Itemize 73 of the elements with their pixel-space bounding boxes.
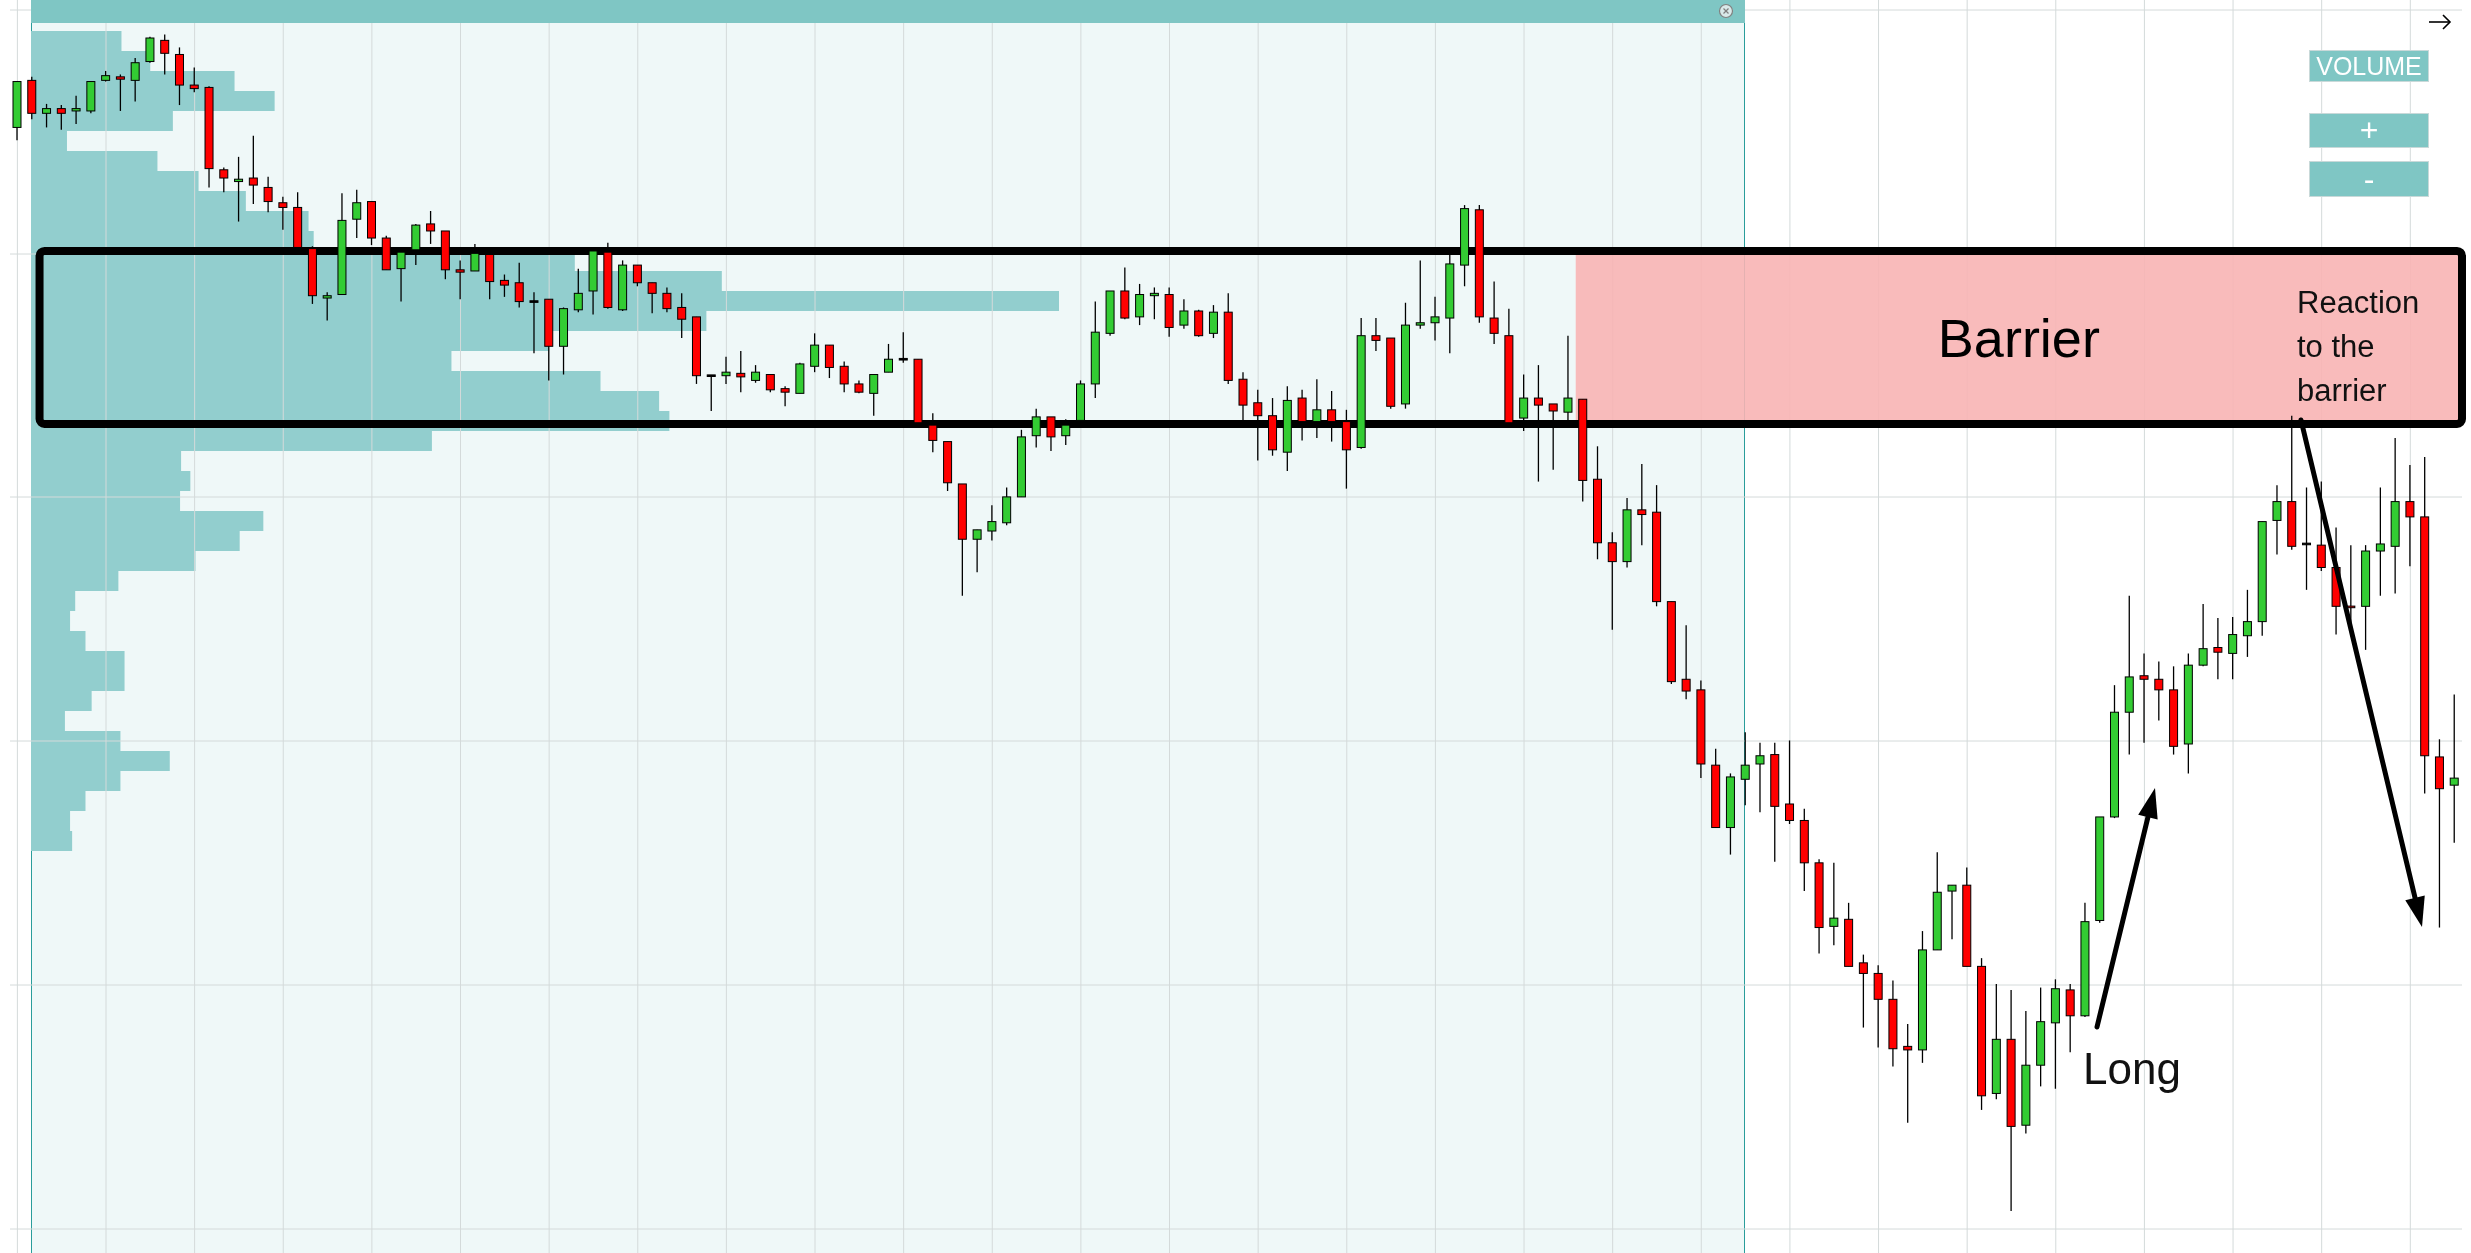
- candlestick: [278, 196, 288, 231]
- candlestick: [1637, 463, 1647, 546]
- volume-button: VOLUME: [2309, 50, 2429, 82]
- candlestick: [1903, 1023, 1913, 1124]
- candlestick: [780, 385, 790, 407]
- candlestick: [2449, 693, 2459, 844]
- candlestick: [1947, 884, 1957, 940]
- candlestick: [2198, 603, 2208, 667]
- candlestick: [322, 291, 332, 322]
- candlestick: [234, 156, 244, 223]
- candlestick: [1415, 259, 1425, 330]
- candlestick: [115, 73, 125, 112]
- candlestick: [1371, 317, 1381, 352]
- candlestick: [662, 286, 672, 313]
- candlestick: [352, 189, 362, 239]
- candlestick: [1740, 731, 1750, 806]
- candlestick: [130, 57, 140, 103]
- candlestick: [869, 373, 879, 417]
- candlestick: [1430, 296, 1440, 342]
- candlestick: [248, 135, 258, 205]
- candlestick: [263, 176, 273, 213]
- candlestick: [1208, 304, 1218, 339]
- candlestick: [499, 273, 509, 298]
- candlestick: [1681, 624, 1691, 700]
- candlestick: [706, 374, 716, 412]
- candlestick: [2139, 652, 2149, 744]
- candlestick: [189, 66, 199, 93]
- candlestick: [810, 332, 820, 373]
- candlestick: [824, 344, 834, 379]
- candlestick: [839, 360, 849, 393]
- candlestick: [1135, 283, 1145, 326]
- plus-button: +: [2309, 113, 2429, 148]
- candlestick: [1829, 862, 1839, 946]
- candlestick: [987, 504, 997, 542]
- candlestick: [632, 264, 642, 287]
- candlestick: [2228, 616, 2238, 680]
- candlestick: [514, 262, 524, 309]
- candlestick: [2213, 617, 2223, 680]
- candlestick: [1149, 286, 1159, 320]
- annotation: Long: [2083, 1043, 2182, 1095]
- candlestick: [2316, 480, 2326, 572]
- minus-button: -: [2309, 161, 2429, 197]
- candlestick: [529, 291, 539, 354]
- candlestick: [1563, 335, 1573, 422]
- candlestick: [677, 292, 687, 339]
- annotation: Reaction to the barrier: [2297, 284, 2421, 410]
- candlestick: [160, 33, 170, 76]
- candlestick: [2405, 464, 2415, 567]
- candlestick: [736, 350, 746, 393]
- candlestick: [1785, 739, 1795, 825]
- candlestick: [426, 210, 436, 245]
- candlestick: [2375, 486, 2385, 597]
- candlestick: [883, 343, 893, 373]
- band-label: Barrier: [1937, 307, 2100, 368]
- candlestick: [42, 103, 52, 129]
- candlestick: [1858, 953, 1868, 1029]
- candlestick: [2154, 660, 2164, 722]
- candlestick: [1755, 742, 1765, 813]
- candlestick: [145, 36, 155, 64]
- candlestick: [1489, 280, 1499, 345]
- candlestick: [219, 166, 229, 193]
- candlestick: [721, 356, 731, 385]
- candlestick: [647, 282, 657, 314]
- candlestick: [898, 331, 908, 364]
- candlestick: [2272, 484, 2282, 556]
- candlestick: [2242, 589, 2252, 658]
- candlestick: [1179, 298, 1189, 330]
- candlestick: [573, 267, 583, 313]
- candlestick: [56, 104, 66, 131]
- candlestick: [972, 529, 982, 573]
- candlestick: [1607, 531, 1617, 631]
- candlestick: [455, 259, 465, 300]
- candlestick: [71, 95, 81, 125]
